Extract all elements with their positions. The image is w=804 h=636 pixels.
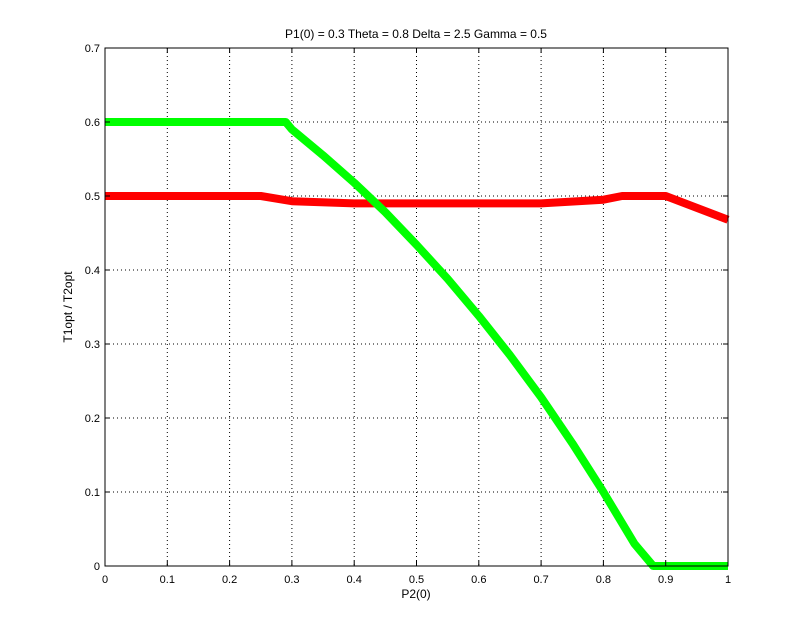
series-layer — [105, 118, 730, 570]
y-axis-label: T1opt / T2opt — [61, 271, 75, 343]
y-tick-label: 0.2 — [85, 413, 100, 425]
x-tick-label: 0.8 — [596, 574, 611, 586]
plot-area — [105, 48, 728, 566]
x-tick-label: 0 — [102, 574, 108, 586]
series-line-1 — [105, 192, 730, 224]
chart-title: P1(0) = 0.3 Theta = 0.8 Delta = 2.5 Gamm… — [285, 27, 547, 41]
y-tick-label: 0.3 — [85, 339, 100, 351]
x-tick-label: 0.7 — [533, 574, 548, 586]
y-tick-label: 0.7 — [85, 43, 100, 55]
x-tick-label: 0.5 — [409, 574, 424, 586]
x-tick-label: 1 — [725, 574, 731, 586]
series-line-2 — [105, 118, 728, 570]
x-tick-label: 0.3 — [284, 574, 299, 586]
x-tick-label: 0.2 — [222, 574, 237, 586]
x-axis-label: P2(0) — [401, 587, 430, 601]
y-tick-label: 0.1 — [85, 487, 100, 499]
y-tick-label: 0.6 — [85, 117, 100, 129]
y-tick-label: 0.5 — [85, 191, 100, 203]
x-tick-label: 0.6 — [471, 574, 486, 586]
x-tick-label: 0.9 — [658, 574, 673, 586]
x-tick-label: 0.1 — [160, 574, 175, 586]
x-tick-label: 0.4 — [347, 574, 362, 586]
ticks: 0 0.1 0.2 0.3 0.4 0.5 0.6 0.7 0.8 0.9 1 0 0.1 0.2 0.3 0… — [85, 43, 731, 586]
y-tick-label: 0 — [94, 561, 100, 573]
y-tick-label: 0.4 — [85, 265, 100, 277]
